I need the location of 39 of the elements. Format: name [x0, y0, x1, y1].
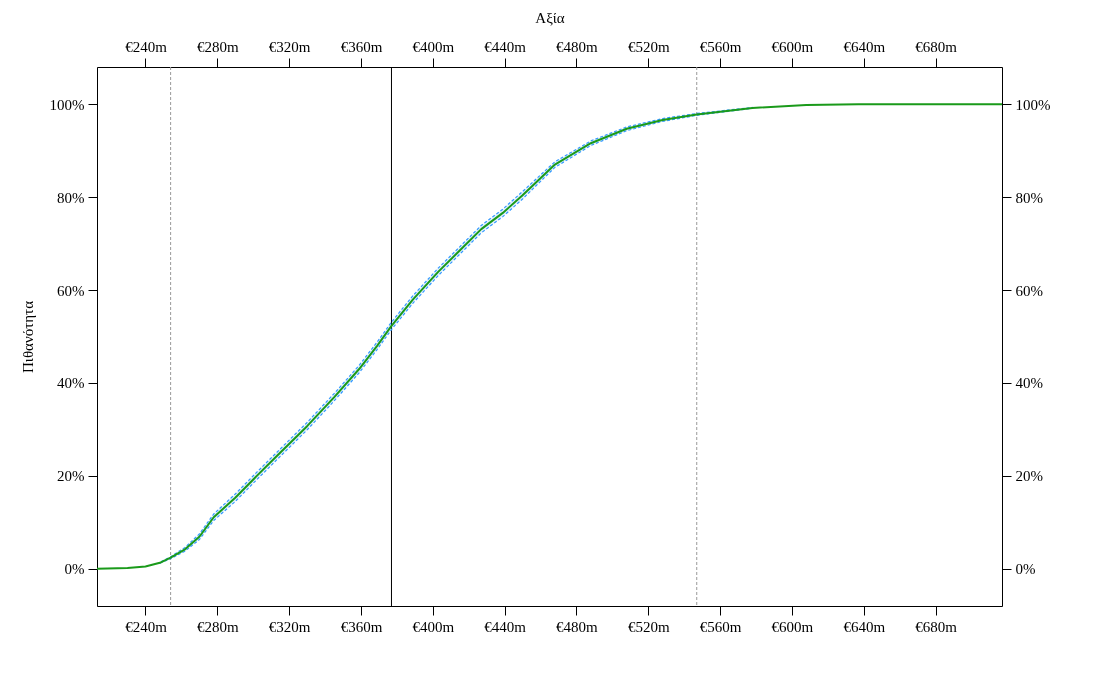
y2-tick-label: 60%	[1015, 282, 1043, 299]
y-tick-label: 20%	[57, 468, 85, 485]
x2-tick-label: €360m	[340, 38, 383, 55]
x-tick-label: €520m	[627, 618, 670, 635]
x-tick-label: €320m	[268, 618, 311, 635]
y2-tick-label: 0%	[1015, 561, 1036, 578]
x2-axis-title: Αξία	[535, 9, 565, 26]
line-series	[97, 103, 1002, 570]
y-axis-title: Πιθανότητα	[19, 300, 36, 373]
y-tick-label: 80%	[57, 189, 85, 206]
x2-tick-label: €240m	[125, 38, 168, 55]
y-tick-label: 0%	[64, 561, 85, 578]
y2-tick-label: 80%	[1015, 189, 1043, 206]
y2-tick-label: 20%	[1015, 468, 1043, 485]
x-tick-label: €560m	[699, 618, 742, 635]
x2-tick-label: €600m	[771, 38, 814, 55]
x-tick-label: €680m	[915, 618, 958, 635]
x2-tick-label: €440m	[484, 38, 527, 55]
x2-tick-label: €320m	[268, 38, 311, 55]
x-tick-label: €240m	[125, 618, 168, 635]
y-tick-label: 40%	[57, 375, 85, 392]
x-tick-label: €640m	[843, 618, 886, 635]
x-tick-label: €440m	[484, 618, 527, 635]
x2-tick-label: €560m	[699, 38, 742, 55]
x2-tick-label: €480m	[556, 38, 599, 55]
x-tick-label: €600m	[771, 618, 814, 635]
x-tick-label: €400m	[412, 618, 455, 635]
y2-tick-label: 100%	[1015, 96, 1051, 113]
x2-tick-label: €280m	[196, 38, 239, 55]
x-tick-label: €360m	[340, 618, 383, 635]
x-tick-label: €480m	[556, 618, 599, 635]
x2-tick-label: €680m	[915, 38, 958, 55]
y-tick-label: 100%	[49, 96, 85, 113]
x2-tick-label: €640m	[843, 38, 886, 55]
x2-tick-label: €520m	[627, 38, 670, 55]
x-tick-label: €280m	[196, 618, 239, 635]
y-tick-label: 60%	[57, 282, 85, 299]
y2-tick-label: 40%	[1015, 375, 1043, 392]
x2-tick-label: €400m	[412, 38, 455, 55]
